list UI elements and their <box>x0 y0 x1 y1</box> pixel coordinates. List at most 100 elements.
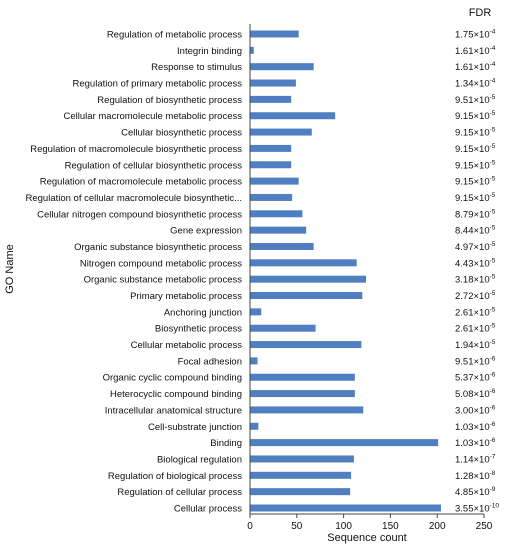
fdr-value-label: 1.94×10-5 <box>455 339 496 351</box>
bar <box>250 161 292 169</box>
fdr-value-label: 1.61×10-4 <box>455 61 496 73</box>
category-labels-group: Regulation of metabolic process Integrin … <box>26 30 243 515</box>
category-label: Regulation of biosynthetic process <box>97 95 242 106</box>
bar <box>250 79 296 87</box>
fdr-value-label: 9.51×10-5 <box>455 94 496 106</box>
fdr-value-label: 1.14×10-7 <box>455 453 496 465</box>
bar <box>250 144 292 152</box>
x-tick-label: 100 <box>335 521 352 532</box>
x-tick-label: 50 <box>291 521 303 532</box>
bar <box>250 357 258 365</box>
bar <box>250 46 254 54</box>
bar <box>250 341 362 349</box>
x-axis-title: Sequence count <box>327 532 407 544</box>
fdr-value-label: 3.18×10-5 <box>455 274 496 286</box>
fdr-value-label: 1.03×10-6 <box>455 421 496 433</box>
category-label: Cellular macromolecule metabolic process <box>64 111 243 122</box>
fdr-value-label: 9.15×10-5 <box>455 127 496 139</box>
bar <box>250 292 363 300</box>
category-label: Regulation of cellular process <box>117 487 242 498</box>
category-label: Integrin binding <box>177 46 242 57</box>
category-label: Biological regulation <box>157 454 242 465</box>
category-label: Binding <box>210 438 242 449</box>
fdr-value-label: 8.44×10-5 <box>455 225 496 237</box>
fdr-value-label: 2.61×10-5 <box>455 323 496 335</box>
bar <box>250 112 336 120</box>
fdr-value-label: 5.08×10-6 <box>455 388 496 400</box>
category-label: Nitrogen compound metabolic process <box>80 258 242 269</box>
category-label: Cellular process <box>174 504 242 515</box>
fdr-value-label: 1.61×10-4 <box>455 45 496 57</box>
category-label: Intracellular anatomical structure <box>105 405 242 416</box>
category-label: Response to stimulus <box>151 62 242 73</box>
x-tick-label: 200 <box>429 521 446 532</box>
bar <box>250 63 314 71</box>
x-tick-label: 150 <box>382 521 399 532</box>
category-label: Regulation of cellular biosynthetic proc… <box>65 160 243 171</box>
fdr-value-label: 5.37×10-6 <box>455 372 496 384</box>
bar <box>250 504 441 512</box>
bar <box>250 390 355 398</box>
category-label: Regulation of cellular macromolecule bio… <box>26 193 243 204</box>
y-axis-title: GO Name <box>4 244 16 294</box>
category-label: Cellular metabolic process <box>131 340 243 351</box>
category-label: Regulation of metabolic process <box>107 30 242 41</box>
fdr-value-label: 9.51×10-6 <box>455 355 496 367</box>
category-label: Focal adhesion <box>178 356 242 367</box>
bar <box>250 30 299 38</box>
bar <box>250 210 303 218</box>
category-label: Cell-substrate junction <box>148 422 242 433</box>
category-label: Cellular nitrogen compound biosynthetic … <box>37 209 242 220</box>
x-tick-label: 250 <box>476 521 493 532</box>
bar <box>250 373 355 381</box>
bar <box>250 242 314 250</box>
fdr-value-label: 4.85×10-9 <box>455 486 496 498</box>
category-label: Regulation of macromolecule metabolic pr… <box>40 177 242 188</box>
category-label: Cellular biosynthetic process <box>121 128 242 139</box>
bar <box>250 177 299 185</box>
bar <box>250 193 293 201</box>
fdr-value-label: 2.61×10-5 <box>455 306 496 318</box>
bar <box>250 324 316 332</box>
bar <box>250 128 312 136</box>
fdr-value-label: 9.15×10-5 <box>455 159 496 171</box>
fdr-labels-group: 1.75×10-4 1.61×10-4 1.61×10-4 1.34×10-4 9.51… <box>455 29 499 515</box>
category-label: Biosynthetic process <box>155 324 242 335</box>
fdr-value-label: 3.55×10-10 <box>455 503 499 515</box>
bar <box>250 439 439 447</box>
fdr-value-label: 8.79×10-5 <box>455 208 496 220</box>
bar <box>250 471 352 479</box>
fdr-value-label: 9.15×10-5 <box>455 176 496 188</box>
category-label: Primary metabolic process <box>130 291 242 302</box>
bar <box>250 488 351 496</box>
fdr-value-label: 1.34×10-4 <box>455 78 496 90</box>
bar <box>250 95 292 103</box>
category-label: Regulation of biological process <box>108 471 242 482</box>
bar <box>250 259 357 267</box>
bar <box>250 455 354 463</box>
fdr-value-label: 9.15×10-5 <box>455 143 496 155</box>
fdr-value-label: 4.43×10-5 <box>455 257 496 269</box>
bar <box>250 422 259 430</box>
category-label: Gene expression <box>170 226 242 237</box>
bar <box>250 275 367 283</box>
category-label: Regulation of primary metabolic process <box>73 79 243 90</box>
category-label: Heterocyclic compound binding <box>110 389 242 400</box>
fdr-value-label: 2.72×10-5 <box>455 290 496 302</box>
category-label: Organic substance metabolic process <box>84 275 243 286</box>
fdr-value-label: 9.15×10-5 <box>455 192 496 204</box>
fdr-value-label: 1.75×10-4 <box>455 29 496 41</box>
x-tick-label: 0 <box>247 521 253 532</box>
category-label: Regulation of macromolecule biosynthetic… <box>30 144 242 155</box>
bar <box>250 406 364 414</box>
fdr-value-label: 1.28×10-8 <box>455 470 496 482</box>
category-label: Anchoring junction <box>164 307 242 318</box>
fdr-value-label: 1.03×10-6 <box>455 437 496 449</box>
bar <box>250 226 307 234</box>
category-label: Organic cyclic compound binding <box>103 373 242 384</box>
bar <box>250 308 262 316</box>
bars-group <box>250 30 441 512</box>
category-label: Organic substance biosynthetic process <box>74 242 242 253</box>
x-ticks-group: 0 50 100 150 200 250 <box>247 514 493 532</box>
